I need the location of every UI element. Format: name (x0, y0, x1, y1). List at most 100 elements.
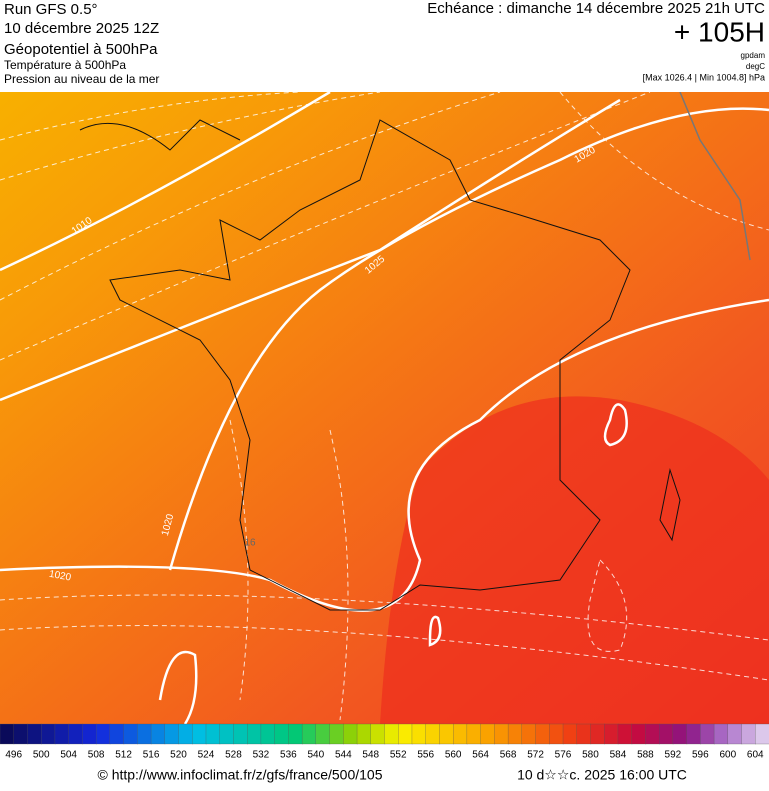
colorbar-cell (466, 723, 482, 745)
colorbar-cell (288, 723, 303, 745)
colorbar-cell (617, 723, 633, 745)
colorbar-label: 544 (335, 750, 352, 761)
colorbar-cell (192, 723, 207, 745)
colorbar-cell (329, 723, 344, 745)
colorbar-cell (562, 723, 578, 745)
colorbar-label: 596 (692, 750, 709, 761)
contour-label: 16 (244, 538, 256, 549)
coastline (79, 119, 241, 151)
unit: degC (746, 62, 765, 71)
colorbar-label: 560 (445, 750, 462, 761)
colorbar-label: 568 (500, 750, 517, 761)
colorbar-cell (137, 723, 152, 745)
colorbar-cell (604, 723, 619, 745)
colorbar-label: 564 (472, 750, 489, 761)
colorbar-cell (356, 723, 372, 745)
colorbar-cell (123, 723, 138, 745)
colorbar-cell (590, 723, 605, 745)
colorbar-cell (178, 723, 193, 745)
colorbar-label: 496 (5, 750, 22, 761)
colorbar-cell (13, 723, 29, 745)
colorbar-cell (398, 723, 413, 745)
colorbar-label: 548 (362, 750, 379, 761)
colorbar-cell (68, 723, 84, 745)
colorbar-label: 556 (417, 750, 434, 761)
colorbar-cell (247, 723, 262, 745)
source-url[interactable]: © http://www.infoclimat.fr/z/gfs/france/… (98, 767, 383, 783)
run-date: 10 décembre 2025 12Z (4, 20, 159, 37)
colorbar-label: 532 (253, 750, 270, 761)
colorbar-cell (260, 723, 276, 745)
colorbar-cell (411, 723, 427, 745)
field: Pression au niveau de la mer (4, 72, 159, 86)
colorbar-cell (164, 723, 180, 745)
colorbar-label: 508 (88, 750, 105, 761)
colorbar-label: 604 (747, 750, 764, 761)
contour-label: 1020 (48, 569, 72, 584)
colorbar-label: 520 (170, 750, 187, 761)
colorbar-label: 552 (390, 750, 407, 761)
colorbar-cell (535, 723, 550, 745)
colorbar-cell (384, 723, 399, 745)
colorbar-cell (507, 723, 523, 745)
colorbar-cell (150, 723, 166, 745)
colorbar-cell (453, 723, 468, 745)
colorbar-cell (576, 723, 592, 745)
colorbar-cell (658, 723, 674, 745)
forecast: Echéance : dimanche 14 décembre 2025 21h… (427, 0, 765, 17)
colorbar-cell (27, 723, 42, 745)
footer-date: 10 d☆☆c. 2025 16:00 UTC (517, 767, 687, 783)
unit: gpdam (741, 51, 766, 60)
colorbar-cell (521, 723, 537, 745)
colorbar-label: 572 (527, 750, 544, 761)
colorbar-label: 592 (665, 750, 682, 761)
colorbar-label: 500 (33, 750, 50, 761)
colorbar-cell (205, 723, 221, 745)
colorbar-cell (95, 723, 111, 745)
range: [Max 1026.4 | Min 1004.8] hPa (643, 72, 765, 82)
colorbar-cell (631, 723, 647, 745)
run: Run GFS 0.5° (4, 1, 98, 18)
colorbar-cell (672, 723, 688, 745)
colorbar-cell (109, 723, 125, 745)
colorbar-label: 584 (610, 750, 627, 761)
colorbar-cell (755, 723, 769, 745)
colorbar-cell (343, 723, 358, 745)
colorbar-cell (494, 723, 509, 745)
field: Température à 500hPa (4, 58, 126, 72)
colorbar-cell (274, 723, 290, 745)
colorbar-cell (549, 723, 564, 745)
colorbar-cell (727, 723, 743, 745)
colorbar: 496 500 504 508 512 516 520 524 528 532 536 540 544 5… (0, 723, 769, 761)
colorbar-cell (439, 723, 454, 745)
colorbar-label: 528 (225, 750, 242, 761)
colorbar-cell (233, 723, 248, 745)
colorbar-cell (0, 723, 15, 745)
colorbar-cell (645, 723, 660, 745)
colorbar-label: 540 (307, 750, 324, 761)
field: Géopotentiel à 500hPa (4, 41, 158, 58)
country-border (109, 119, 631, 611)
colorbar-label: 504 (60, 750, 77, 761)
colorbar-cell (219, 723, 235, 745)
isobars (0, 92, 769, 724)
colorbar-label: 580 (582, 750, 599, 761)
colorbar-cell (700, 723, 715, 745)
colorbar-label: 512 (115, 750, 132, 761)
colorbar-cell (315, 723, 331, 745)
colorbar-label: 576 (555, 750, 572, 761)
colorbar-label: 600 (719, 750, 736, 761)
colorbar-label: 516 (143, 750, 160, 761)
colorbar-cell (425, 723, 441, 745)
colorbar-cell (370, 723, 386, 745)
corsica (659, 468, 681, 542)
colorbar-label: 536 (280, 750, 297, 761)
warm-area (380, 396, 769, 724)
colorbar-cell (41, 723, 56, 745)
grid-line (679, 92, 751, 261)
lead-time: + 105H (674, 16, 765, 47)
colorbar-cell (480, 723, 496, 745)
colorbar-cell (54, 723, 70, 745)
